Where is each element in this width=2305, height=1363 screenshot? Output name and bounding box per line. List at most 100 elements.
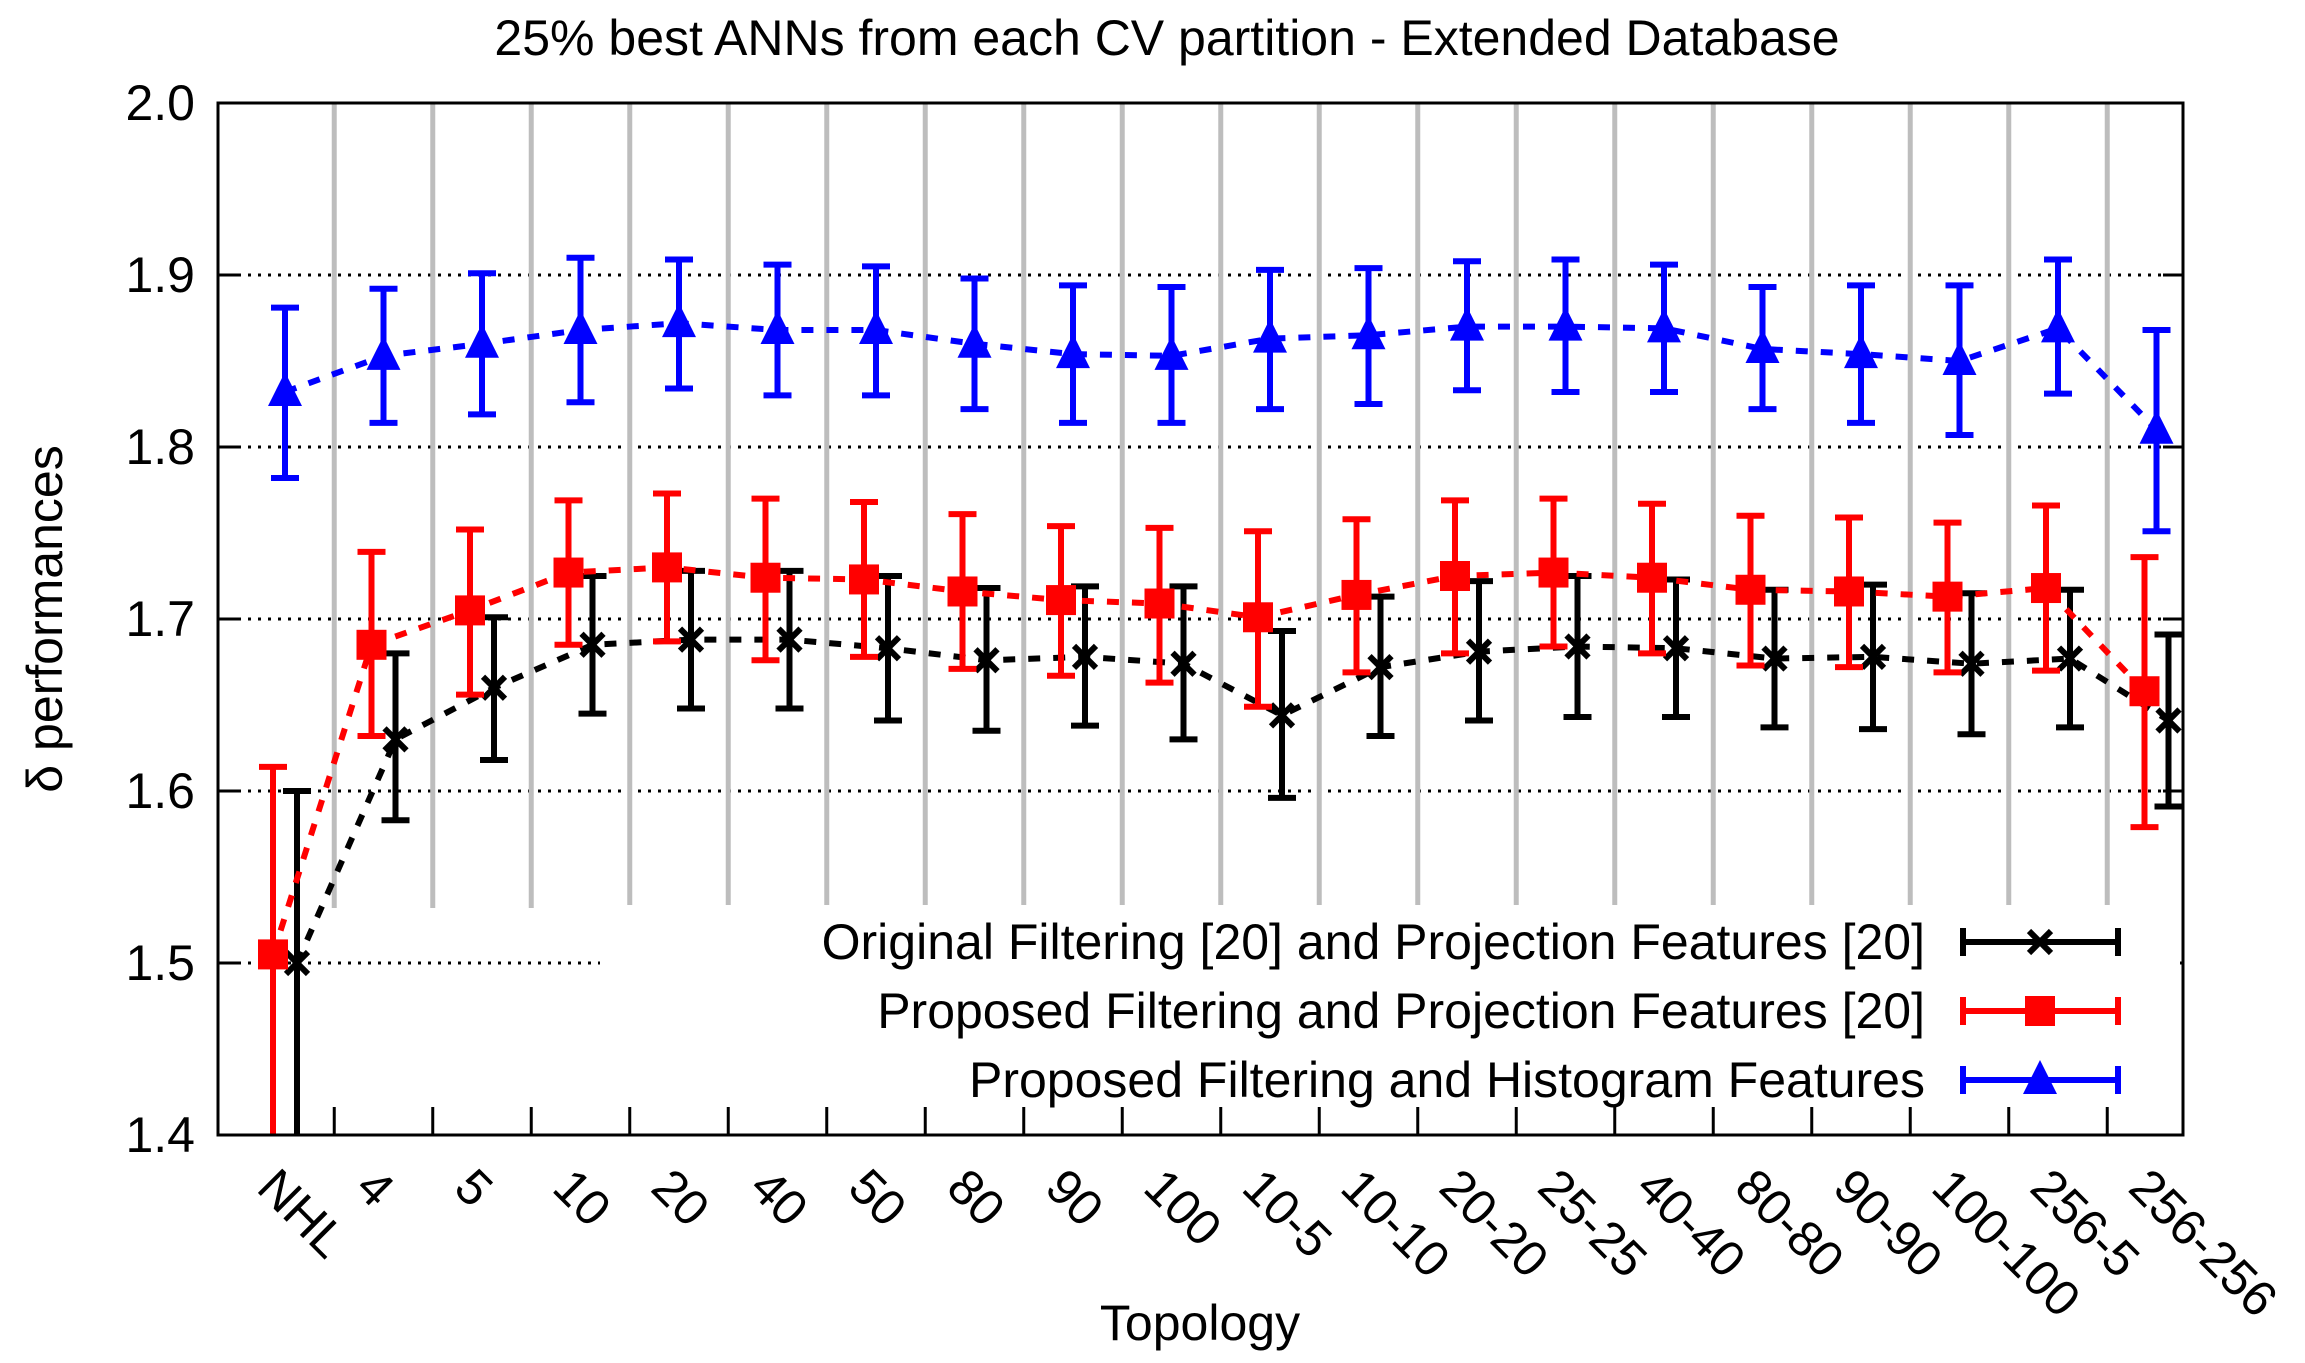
point-2-13 <box>1548 306 1583 341</box>
point-2-0 <box>268 371 302 406</box>
point-0-14 <box>1662 635 1690 662</box>
point-1-12 <box>1440 561 1470 591</box>
x-tick-label-5: 40 <box>740 1158 819 1237</box>
point-2-8 <box>1056 334 1090 369</box>
point-0-15 <box>1761 645 1788 672</box>
point-0-11 <box>1367 654 1394 681</box>
series-layer <box>258 254 2183 1135</box>
point-0-9 <box>1170 650 1197 677</box>
point-0-19 <box>2155 707 2182 734</box>
point-0-6 <box>874 635 902 662</box>
point-2-14 <box>1647 308 1681 343</box>
point-1-10 <box>1243 602 1273 633</box>
series-line-0 <box>294 636 2171 965</box>
point-1-19 <box>2129 676 2160 707</box>
point-0-10 <box>1268 702 1296 729</box>
x-tick-label-0: NHL <box>247 1158 357 1268</box>
point-0-12 <box>1465 638 1493 665</box>
point-1-9 <box>1144 588 1175 619</box>
y-axis: 1.4 1.5 1.6 1.7 1.8 1.9 2.0 <box>125 75 2183 1163</box>
point-2-11 <box>1351 315 1386 350</box>
point-2-18 <box>2041 308 2075 343</box>
point-2-6 <box>859 310 893 345</box>
x-tick-label-11: 10-10 <box>1331 1158 1461 1288</box>
point-2-17 <box>1942 341 1977 375</box>
point-2-1 <box>366 335 401 370</box>
x-tick-label-2: 5 <box>444 1158 503 1217</box>
series-2 <box>268 254 2174 535</box>
point-0-13 <box>1564 633 1591 660</box>
point-2-4 <box>662 303 696 338</box>
x-tick-label-8: 90 <box>1035 1158 1114 1237</box>
y-tick-label-6: 2.0 <box>125 75 195 131</box>
legend-swatch-1 <box>1960 996 2121 1026</box>
point-1-0 <box>258 939 288 970</box>
point-1-13 <box>1538 557 1569 588</box>
point-2-19 <box>2139 409 2174 444</box>
x-tick-label-9: 100 <box>1134 1158 1233 1257</box>
legend-swatch-0 <box>1960 928 2121 956</box>
legend-swatch-2 <box>1960 1060 2121 1094</box>
point-0-0 <box>283 949 311 977</box>
point-1-14 <box>1637 562 1667 593</box>
point-1-1 <box>356 629 387 660</box>
point-2-10 <box>1253 318 1287 353</box>
y-tick-label-0: 1.4 <box>125 1107 195 1163</box>
point-2-5 <box>760 310 795 345</box>
legend-marker-0 <box>2026 928 2054 956</box>
point-1-11 <box>1341 579 1372 610</box>
legend: Original Filtering [20] and Projection F… <box>600 905 2180 1108</box>
y-tick-label-4: 1.8 <box>125 419 195 475</box>
grid <box>218 103 2183 1135</box>
x-tick-label-14: 40-40 <box>1626 1158 1756 1288</box>
point-0-18 <box>2056 645 2084 672</box>
point-1-2 <box>455 595 485 626</box>
legend-background <box>600 905 2180 1100</box>
y-tick-label-5: 1.9 <box>125 247 195 303</box>
x-tick-label-15: 80-80 <box>1725 1158 1855 1288</box>
y-tick-label-1: 1.5 <box>125 935 195 991</box>
point-0-5 <box>776 626 803 653</box>
point-0-17 <box>1958 650 1985 677</box>
x-tick-label-6: 50 <box>838 1158 917 1237</box>
point-0-16 <box>1859 643 1887 670</box>
x-tick-label-3: 10 <box>543 1158 622 1237</box>
y-tick-label-3: 1.7 <box>125 591 195 647</box>
point-1-16 <box>1834 576 1864 607</box>
point-2-7 <box>957 323 992 358</box>
point-0-7 <box>973 647 1000 674</box>
point-1-8 <box>1046 585 1076 616</box>
legend-marker-1 <box>2025 996 2055 1026</box>
legend-label-2: Proposed Filtering and Histogram Feature… <box>969 1052 1925 1108</box>
point-2-9 <box>1154 335 1189 370</box>
x-tick-label-13: 25-25 <box>1528 1158 1658 1288</box>
point-2-2 <box>465 323 499 358</box>
point-2-3 <box>563 310 598 345</box>
legend-marker-2 <box>2023 1060 2057 1094</box>
x-tick-label-10: 10-5 <box>1232 1158 1342 1268</box>
y-tick-label-2: 1.6 <box>125 763 195 819</box>
x-tick-label-7: 80 <box>937 1158 1016 1237</box>
x-tick-label-16: 90-90 <box>1823 1158 1953 1288</box>
x-tick-label-4: 20 <box>641 1158 720 1237</box>
point-0-2 <box>480 674 508 701</box>
point-1-4 <box>652 552 682 583</box>
series-0 <box>283 567 2183 1135</box>
series-line-1 <box>270 564 2147 956</box>
point-2-16 <box>1844 334 1878 369</box>
x-tick-label-12: 20-20 <box>1429 1158 1559 1288</box>
point-0-4 <box>677 626 705 653</box>
point-2-12 <box>1450 306 1484 341</box>
point-2-15 <box>1745 328 1780 363</box>
chart-title: 25% best ANNs from each CV partition - E… <box>494 10 1839 66</box>
point-1-6 <box>849 564 879 595</box>
legend-label-1: Proposed Filtering and Projection Featur… <box>877 983 1925 1039</box>
legend-label-0: Original Filtering [20] and Projection F… <box>822 914 1925 970</box>
point-1-15 <box>1735 574 1766 605</box>
point-1-3 <box>553 557 584 588</box>
point-1-7 <box>947 576 978 607</box>
point-0-8 <box>1071 643 1099 670</box>
y-axis-label: δ performances <box>17 445 73 792</box>
series-1 <box>258 490 2160 1135</box>
